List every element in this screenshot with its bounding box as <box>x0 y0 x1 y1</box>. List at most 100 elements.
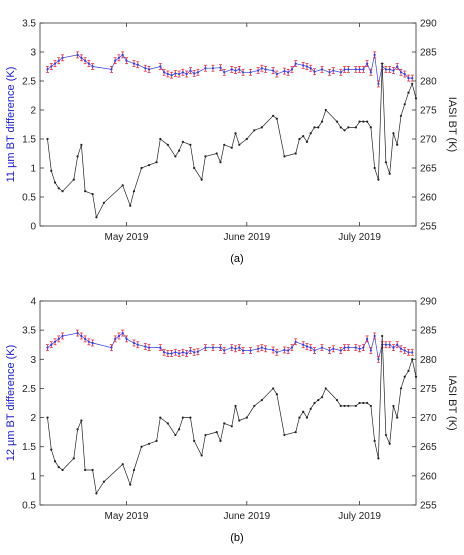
bt-difference-point <box>189 349 192 352</box>
iasi-bt-point <box>219 439 222 442</box>
bt-difference-point <box>290 68 294 71</box>
bt-difference-point <box>196 71 200 74</box>
iasi-bt-point <box>223 422 226 425</box>
iasi-bt-point <box>193 166 196 170</box>
iasi-bt-point <box>253 129 256 132</box>
iasi-bt-point <box>223 143 226 146</box>
iasi-bt-point <box>403 375 406 378</box>
bt-difference-point <box>125 59 128 62</box>
bt-difference-point <box>332 347 335 350</box>
iasi-bt-point <box>324 387 327 390</box>
right-tick-label: 265 <box>420 164 437 175</box>
bt-difference-point <box>256 69 260 72</box>
iasi-bt-point <box>72 457 75 460</box>
iasi-bt-point <box>305 140 309 143</box>
bt-difference-point <box>114 337 117 340</box>
bt-difference-point <box>313 349 316 352</box>
right-tick-label: 280 <box>420 77 437 88</box>
iasi-bt-point <box>102 480 106 483</box>
bt-difference-point <box>272 348 275 352</box>
bt-difference-point <box>392 69 395 72</box>
left-tick-label: 2 <box>30 413 36 424</box>
bt-difference-point <box>388 343 391 346</box>
bt-difference-point <box>396 65 399 68</box>
bt-difference-point <box>332 69 335 72</box>
iasi-bt-point <box>283 433 286 437</box>
bt-difference-point <box>294 340 297 343</box>
caption-a: (a) <box>230 253 243 265</box>
bt-difference-point <box>61 334 64 338</box>
iasi-bt-point <box>238 143 241 146</box>
bt-difference-point <box>219 346 222 349</box>
bt-difference-point <box>407 351 410 354</box>
iasi-bt-point <box>121 184 124 187</box>
iasi-bt-point <box>50 169 53 172</box>
iasi-bt-point <box>174 433 177 437</box>
bt-difference-point <box>61 56 64 59</box>
x-tick-label: June 2019 <box>223 232 270 243</box>
y-axis-label-left: 11 µm BT difference (K) <box>5 67 17 183</box>
iasi-bt-point <box>373 439 376 442</box>
bt-difference-point <box>178 352 181 355</box>
bt-difference-point <box>53 62 57 65</box>
bt-difference-point <box>57 337 60 340</box>
iasi-bt-point <box>57 466 60 469</box>
iasi-bt-point <box>414 375 418 378</box>
bt-difference-point <box>170 352 173 355</box>
iasi-bt-point <box>132 468 136 472</box>
bt-difference-point <box>392 346 395 349</box>
bt-difference-point <box>136 63 139 66</box>
right-tick-label: 275 <box>420 106 437 117</box>
iasi-bt-point <box>388 172 391 175</box>
bt-difference-point <box>117 56 121 59</box>
bt-difference-point <box>166 352 169 355</box>
iasi-bt-point <box>392 132 395 135</box>
iasi-bt-point <box>189 416 192 419</box>
right-tick-label: 265 <box>420 442 437 453</box>
iasi-bt-line <box>47 63 417 219</box>
iasi-bt-point <box>411 82 414 85</box>
x-tick-label: July 2019 <box>338 511 381 522</box>
left-tick-label: 1.5 <box>22 442 36 453</box>
iasi-bt-point <box>72 178 75 181</box>
bt-difference-point <box>373 334 376 338</box>
iasi-bt-point <box>230 425 233 428</box>
bt-difference-point <box>147 346 151 349</box>
iasi-bt-point <box>53 181 57 184</box>
bt-difference-point <box>399 71 403 74</box>
iasi-bt-point <box>347 126 350 129</box>
bt-difference-point <box>162 351 166 354</box>
bt-difference-point <box>384 68 388 71</box>
iasi-bt-point <box>324 108 327 112</box>
bt-difference-point <box>114 59 117 62</box>
iasi-bt-point <box>339 404 342 408</box>
bt-difference-point <box>110 346 113 349</box>
panel-b: (b) 0.5 1 1.5 2 2.5 3 3.5 4 255 260 265 270 275 280 28… <box>5 297 458 545</box>
bt-difference-point <box>223 349 226 352</box>
iasi-bt-point <box>245 137 248 141</box>
right-tick-label: 255 <box>420 222 437 233</box>
bt-difference-point <box>287 349 290 352</box>
iasi-bt-point <box>313 401 316 405</box>
iasi-bt-point <box>373 166 376 170</box>
bt-difference-point <box>377 82 380 85</box>
bt-difference-point <box>170 74 173 77</box>
iasi-bt-point <box>238 419 241 422</box>
iasi-bt-point <box>309 407 312 410</box>
bt-difference-point <box>84 59 87 62</box>
iasi-bt-point <box>369 404 372 408</box>
bt-difference-point <box>223 71 226 74</box>
right-tick-label: 270 <box>420 135 437 146</box>
iasi-bt-point <box>377 457 380 460</box>
iasi-bt-point <box>369 126 372 129</box>
bt-difference-point <box>204 346 207 349</box>
bt-difference-point <box>238 346 241 349</box>
iasi-bt-point <box>298 137 301 141</box>
iasi-bt-point <box>392 404 395 408</box>
right-tick-label: 285 <box>420 48 437 59</box>
bt-difference-point <box>110 68 113 71</box>
x-tick-label: May 2019 <box>105 511 149 522</box>
plot-frame <box>39 22 417 227</box>
bt-difference-point <box>343 68 346 71</box>
iasi-bt-point <box>294 152 297 155</box>
